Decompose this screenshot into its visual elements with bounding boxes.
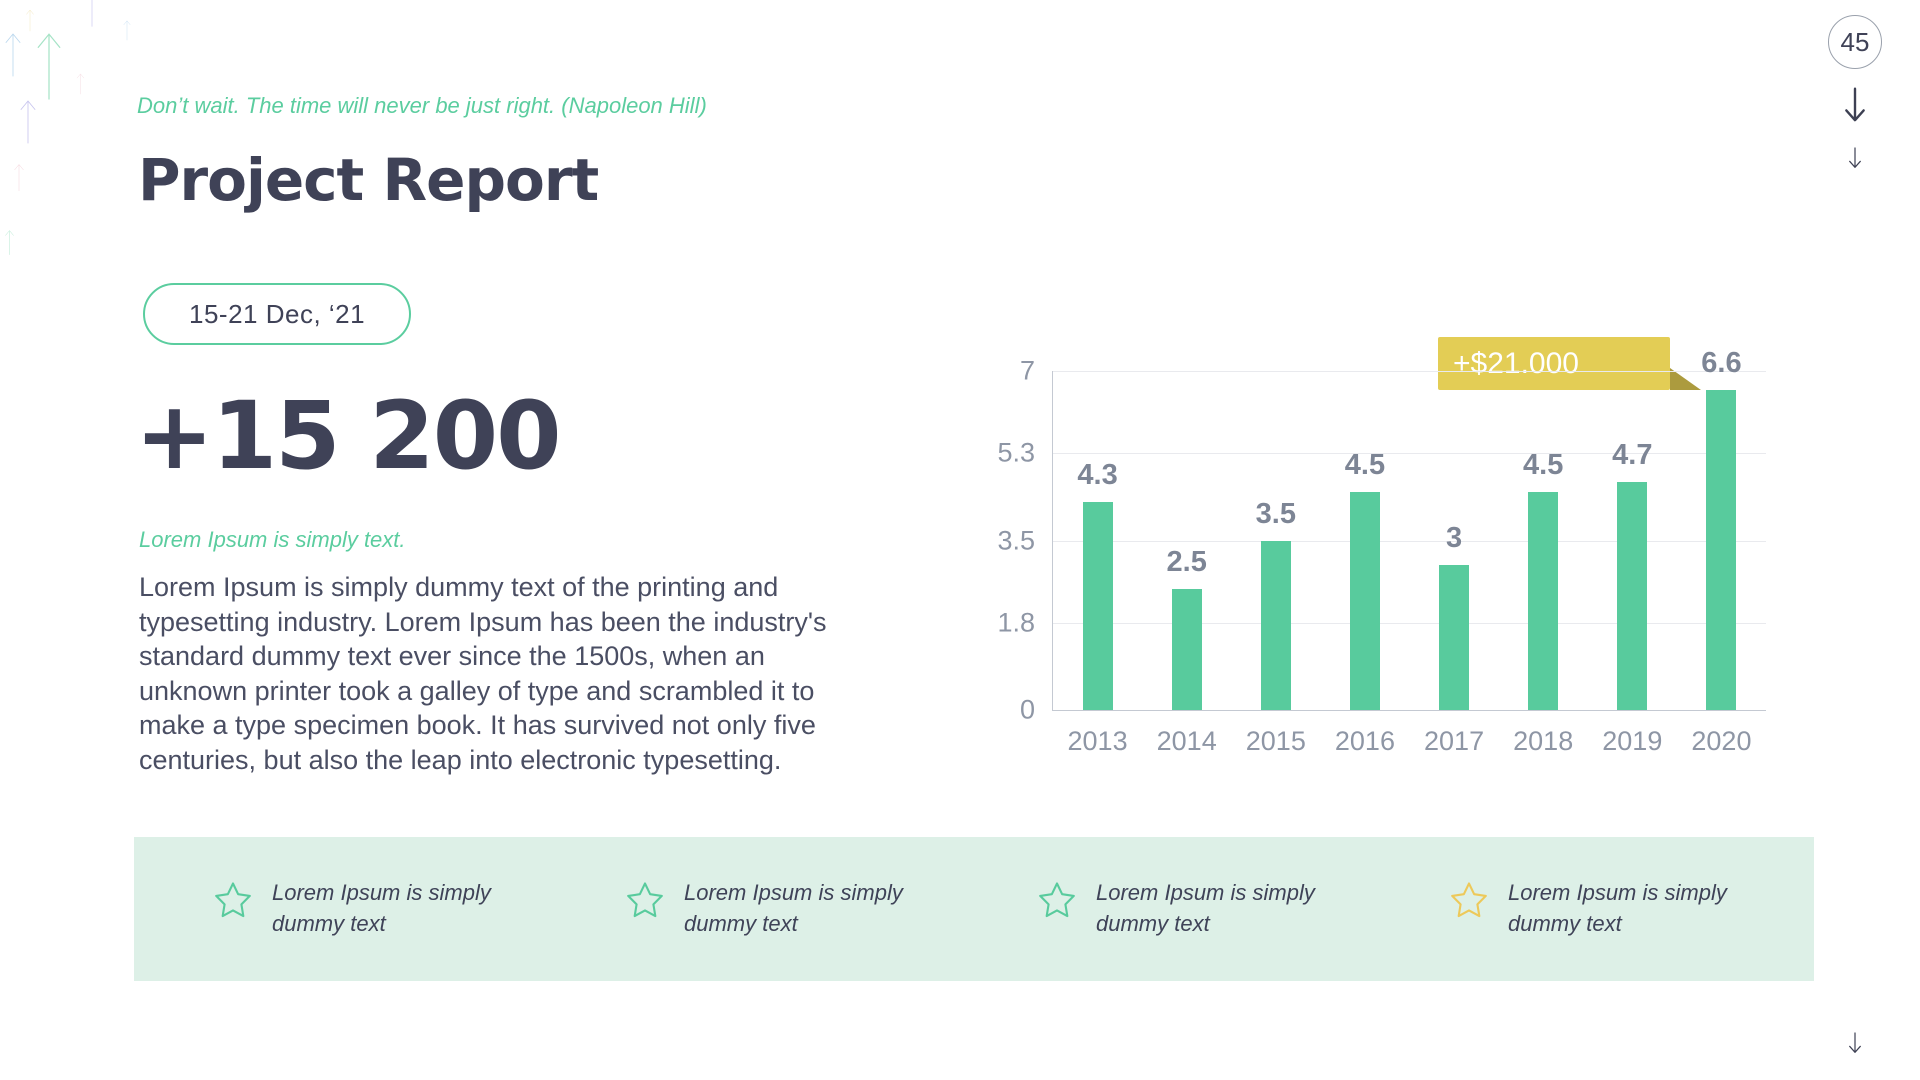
decorative-up-arrow-icon bbox=[76, 73, 85, 95]
star-icon bbox=[215, 882, 251, 918]
page-title: Project Report bbox=[138, 146, 599, 214]
gridline bbox=[1053, 453, 1766, 455]
bar-2020 bbox=[1706, 390, 1737, 710]
bar-2015 bbox=[1260, 540, 1291, 710]
down-arrow-icon[interactable] bbox=[1847, 144, 1863, 172]
bar-slot-2015: 3.5 2015 bbox=[1231, 371, 1320, 757]
y-axis-tick: 3.5 bbox=[997, 525, 1035, 555]
decorative-up-arrow-icon bbox=[20, 100, 36, 144]
gridline bbox=[1053, 371, 1766, 372]
decorative-up-arrow-icon bbox=[5, 230, 14, 256]
section-subtitle: Lorem Ipsum is simply text. bbox=[139, 527, 406, 552]
y-axis-tick: 1.8 bbox=[997, 607, 1035, 638]
star-icon bbox=[627, 882, 663, 918]
gridline bbox=[1053, 540, 1766, 542]
tooltip-pointer-icon bbox=[1670, 368, 1701, 390]
feature-item: Lorem Ipsum is simply dummy text bbox=[212, 878, 624, 940]
bar-2016 bbox=[1349, 492, 1380, 710]
feature-text: Lorem Ipsum is simply dummy text bbox=[1508, 880, 1727, 936]
bar-value-label: 2.5 bbox=[1166, 545, 1207, 578]
feature-text: Lorem Ipsum is simply dummy text bbox=[272, 880, 491, 936]
quote-text: Don’t wait. The time will never be just … bbox=[137, 93, 707, 118]
x-axis-label: 2015 bbox=[1245, 726, 1306, 756]
star-icon bbox=[1451, 882, 1487, 918]
bar-value-label: 4.5 bbox=[1523, 449, 1564, 482]
x-axis-label: 2013 bbox=[1067, 726, 1128, 756]
star-icon bbox=[1039, 882, 1075, 918]
x-axis-label: 2017 bbox=[1424, 726, 1485, 756]
feature-item: Lorem Ipsum is simply dummy text bbox=[1448, 878, 1860, 940]
body-paragraph: Lorem Ipsum is simply dummy text of the … bbox=[139, 572, 827, 775]
feature-item: Lorem Ipsum is simply dummy text bbox=[624, 878, 1036, 940]
down-arrow-icon[interactable] bbox=[1842, 84, 1868, 126]
bar-value-label: 3.5 bbox=[1255, 497, 1296, 530]
bar-slot-2017: 3 2017 bbox=[1410, 371, 1499, 756]
y-axis-tick: 7 bbox=[1019, 355, 1035, 386]
decorative-up-arrow-icon bbox=[5, 33, 21, 77]
y-axis-tick: 0 bbox=[1019, 694, 1035, 725]
bars-area: 4.3 2013 2.5 2014 3.5 2015 4.5 2016 3 2017 4.5 2018… bbox=[1053, 347, 1766, 757]
feature-text: Lorem Ipsum is simply dummy text bbox=[1096, 880, 1315, 936]
bar-slot-2020: 6.6 2020 bbox=[1677, 347, 1766, 756]
tooltip-label: +$21.000 bbox=[1453, 347, 1579, 380]
x-axis-label: 2016 bbox=[1334, 726, 1395, 756]
bar-2017 bbox=[1439, 564, 1470, 710]
bar-2013 bbox=[1082, 501, 1113, 710]
decorative-up-arrow-icon bbox=[37, 33, 61, 101]
bar-value-label: 4.3 bbox=[1077, 458, 1118, 491]
bar-slot-2014: 2.5 2014 bbox=[1142, 371, 1231, 756]
chart-tooltip: +$21.000 bbox=[1438, 337, 1701, 390]
bar-value-label: 4.7 bbox=[1612, 439, 1653, 472]
bar-slot-2018: 4.5 2018 bbox=[1499, 371, 1588, 756]
decorative-up-arrow-icon bbox=[85, 0, 99, 28]
feature-text: Lorem Ipsum is simply dummy text bbox=[684, 880, 903, 936]
bar-value-label: 4.5 bbox=[1344, 449, 1386, 482]
decorative-up-arrow-icon bbox=[14, 164, 24, 192]
x-axis-label: 2019 bbox=[1602, 726, 1663, 756]
x-axis-label: 2018 bbox=[1513, 726, 1574, 756]
gridline bbox=[1053, 622, 1766, 624]
date-range-badge: 15-21 Dec, ‘21 bbox=[143, 283, 412, 345]
bar-2018 bbox=[1528, 492, 1559, 710]
bar-2014 bbox=[1171, 588, 1202, 710]
y-axis-tick: 5.3 bbox=[997, 437, 1035, 468]
bar-2019 bbox=[1617, 482, 1648, 710]
decorative-up-arrow-icon bbox=[123, 20, 131, 41]
x-axis-label: 2020 bbox=[1691, 726, 1752, 756]
down-arrow-icon[interactable] bbox=[1847, 1028, 1863, 1058]
bar-value-label: 3 bbox=[1445, 521, 1463, 554]
feature-item: Lorem Ipsum is simply dummy text bbox=[1036, 878, 1448, 940]
bar-slot-2016: 4.5 2016 bbox=[1320, 371, 1409, 756]
page-number-badge: 45 bbox=[1828, 15, 1882, 69]
bar-chart: +$21.000 0 1.8 3.5 5.3 7 4.3 2013 2.5 2014 3.5 201… bbox=[997, 337, 1766, 757]
features-band: Lorem Ipsum is simply dummy text Lorem Ip… bbox=[134, 837, 1814, 981]
bar-slot-2013: 4.3 2013 bbox=[1053, 371, 1142, 756]
bar-slot-2019: 4.7 2019 bbox=[1588, 371, 1677, 756]
bar-value-label: 6.6 bbox=[1701, 347, 1742, 380]
x-axis-label: 2014 bbox=[1156, 726, 1217, 756]
metric-value: +15 200 bbox=[135, 382, 562, 491]
